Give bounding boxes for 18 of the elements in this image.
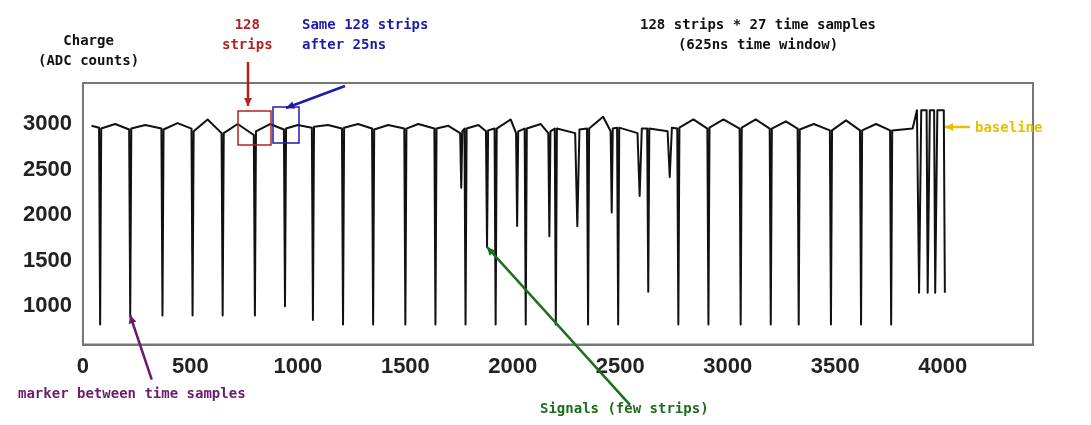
y-tick-label: 1500 <box>22 246 72 272</box>
annotation: marker between time samples <box>18 384 246 403</box>
y-tick-label: 3000 <box>22 110 72 136</box>
y-tick-label: 2000 <box>22 201 72 227</box>
y-axis-title: Charge (ADC counts) <box>38 31 140 70</box>
annotation: baseline <box>975 118 1043 137</box>
x-tick-label: 500 <box>172 352 209 378</box>
x-tick-label: 1500 <box>380 352 430 378</box>
text: 128 strips <box>222 15 273 54</box>
x-tick-label: 0 <box>76 352 90 378</box>
y-tick-label: 1000 <box>22 292 72 318</box>
text: Same 128 strips after 25ns <box>302 15 429 54</box>
x-tick-label: 4000 <box>918 352 968 378</box>
x-tick-label: 3000 <box>703 352 753 378</box>
y-tick-label: 2500 <box>22 155 72 181</box>
chart-title: 128 strips * 27 time samples (625ns time window) <box>640 15 877 54</box>
x-tick-label: 1000 <box>273 352 323 378</box>
x-tick-label: 3500 <box>810 352 860 378</box>
